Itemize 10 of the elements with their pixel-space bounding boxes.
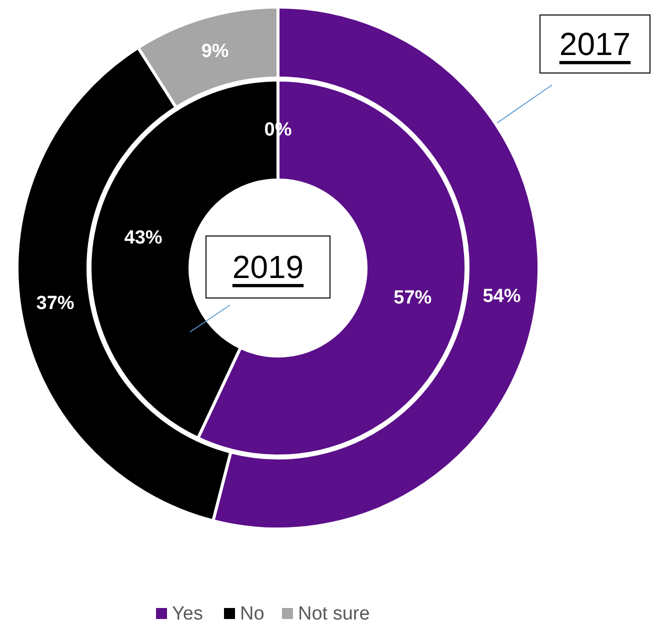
slice-label: 2019 [232,249,304,285]
data-label: 43% [124,227,162,248]
legend-label: Not sure [298,604,370,624]
legend-label: Yes [172,604,203,624]
data-label: 9% [201,40,229,62]
data-label: 57% [394,288,432,309]
legend-label: No [240,604,264,624]
slice-label: 2017 [559,26,631,62]
data-label: 37% [36,292,74,314]
data-label: 54% [482,286,521,307]
